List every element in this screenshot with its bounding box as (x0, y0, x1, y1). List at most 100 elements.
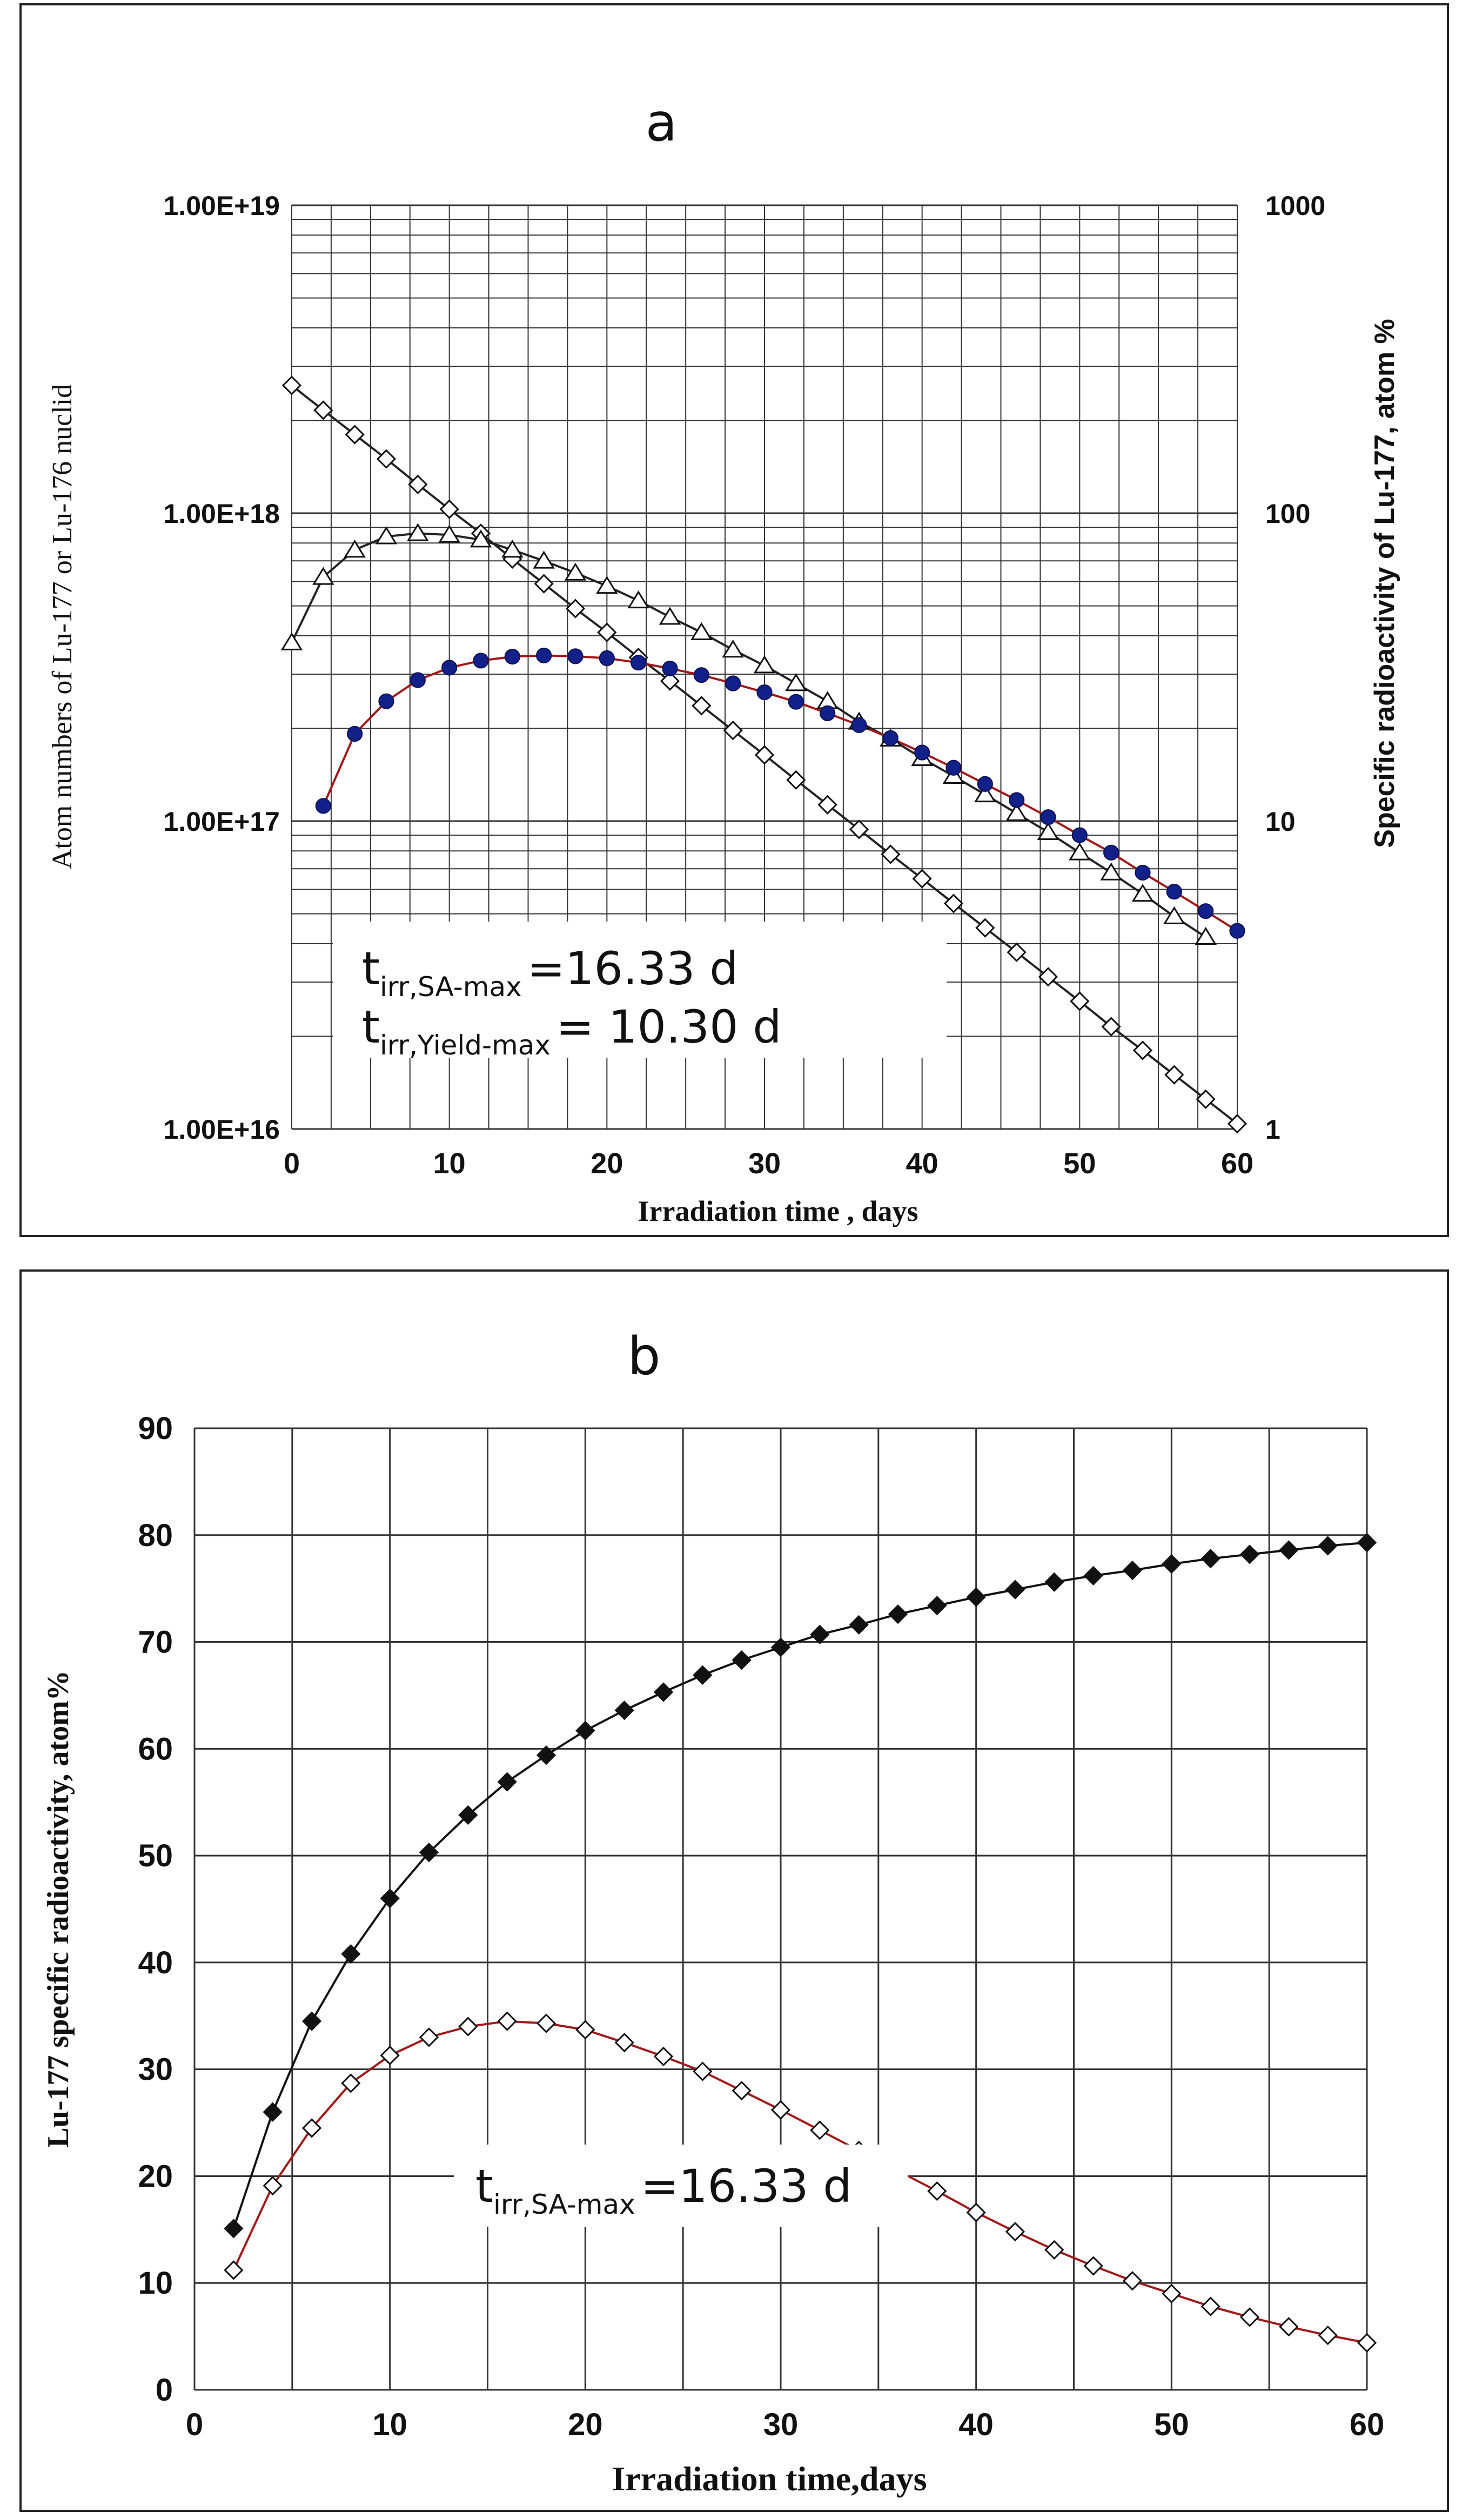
data-point (820, 705, 836, 721)
data-point (596, 575, 618, 594)
data-point (975, 918, 995, 938)
y-tick-label: 40 (138, 1945, 173, 1980)
data-point (536, 2013, 556, 2033)
chart-b-annotation-sa-max-main: t (475, 2160, 493, 2213)
y2-tick-label: 1 (1265, 1114, 1280, 1145)
data-point (1038, 967, 1058, 987)
data-point (888, 1604, 908, 1624)
data-point (882, 730, 898, 746)
data-point (341, 1944, 361, 1964)
chart-b-annotation-box (454, 2145, 908, 2227)
data-point (1279, 2317, 1299, 2337)
chart-a-annotation-yield-max-value: = 10.30 d (556, 1000, 782, 1053)
data-point (1100, 862, 1122, 881)
data-point (659, 607, 681, 625)
data-point (754, 745, 775, 765)
data-point (341, 2073, 361, 2093)
data-point (564, 562, 587, 581)
data-point (1229, 923, 1245, 939)
data-point (693, 1665, 713, 1685)
data-point (407, 523, 429, 541)
y-tick-label: 10 (138, 2266, 173, 2301)
data-point (378, 693, 394, 709)
data-point (770, 2100, 791, 2120)
chart-panel-a: a 0 10 20 30 40 50 60 1.00E+16 1.00E+17 1.00E+18 1… (19, 3, 1449, 1237)
data-point (1198, 903, 1214, 919)
y-tick-label: 80 (138, 1518, 173, 1553)
data-point (723, 721, 743, 741)
data-point (1279, 1540, 1299, 1560)
x-tick-label: 20 (568, 2407, 603, 2442)
chart-a-annotation-sa-max-value: =16.33 d (527, 942, 739, 995)
data-point (945, 760, 962, 776)
y2-tick-label: 100 (1265, 499, 1310, 529)
data-point (1195, 926, 1217, 945)
data-point (1357, 2333, 1377, 2353)
data-point (567, 648, 584, 664)
data-point (599, 650, 615, 667)
data-point (312, 567, 334, 585)
data-point (1005, 1580, 1025, 1600)
data-point (1196, 1089, 1216, 1109)
data-point (881, 844, 901, 864)
x-tick-label: 40 (958, 2407, 994, 2442)
data-point (1071, 827, 1088, 843)
data-point (753, 655, 776, 674)
data-point (631, 655, 647, 671)
data-point (756, 684, 773, 701)
x-tick-label: 30 (748, 1147, 781, 1180)
data-point (1044, 1572, 1064, 1592)
data-point (473, 653, 489, 669)
data-point (1227, 1114, 1248, 1134)
data-point (1122, 1560, 1143, 1581)
data-point (263, 2176, 283, 2196)
x-tick-label: 30 (763, 2407, 799, 2442)
data-point (786, 770, 806, 790)
y2-tick-label: 10 (1265, 807, 1296, 837)
data-point (408, 474, 428, 494)
data-point (438, 525, 460, 543)
data-point (849, 819, 869, 839)
data-point (1162, 1554, 1182, 1574)
data-point (1201, 1549, 1220, 1569)
data-point (534, 574, 554, 594)
chart-a-annotation-yield-max: tirr,Yield-max = 10.30 d (362, 1000, 782, 1061)
data-point (693, 2061, 713, 2081)
data-point (1131, 883, 1154, 902)
data-point (614, 2033, 634, 2053)
data-point (653, 2046, 674, 2067)
y-tick-label: 90 (138, 1411, 173, 1446)
data-point (732, 2081, 752, 2101)
data-point (627, 590, 649, 609)
data-point (345, 425, 365, 445)
data-point (224, 2219, 244, 2239)
data-point (1009, 792, 1025, 808)
data-point (693, 667, 709, 683)
data-point (1005, 2222, 1025, 2242)
x-tick-label: 10 (372, 2407, 407, 2442)
data-point (419, 2027, 439, 2047)
data-point (1007, 942, 1027, 962)
x-tick-label: 60 (1221, 1147, 1253, 1180)
data-point (497, 2011, 517, 2031)
data-point (1122, 2271, 1143, 2291)
data-point (1164, 1065, 1184, 1085)
data-point (1357, 1533, 1377, 1553)
data-point (662, 660, 678, 677)
data-point (347, 725, 363, 742)
data-point (810, 2120, 830, 2140)
data-point (301, 2011, 322, 2031)
data-point (927, 2181, 947, 2201)
y-tick-label: 30 (138, 2052, 173, 2087)
y2-tick-label: 1000 (1265, 191, 1325, 221)
data-point (1037, 822, 1059, 840)
x-tick-label: 0 (284, 1147, 300, 1180)
data-point (501, 540, 524, 558)
x-tick-label: 50 (1063, 1147, 1096, 1180)
data-point (810, 1624, 830, 1644)
data-point (912, 869, 932, 889)
chart-a-svg: a 0 10 20 30 40 50 60 1.00E+16 1.00E+17 1.00E+18 1… (47, 92, 1400, 1227)
data-point (722, 640, 744, 658)
chart-a-annotation-sa-max-main: t (362, 942, 380, 995)
data-point (788, 694, 804, 710)
